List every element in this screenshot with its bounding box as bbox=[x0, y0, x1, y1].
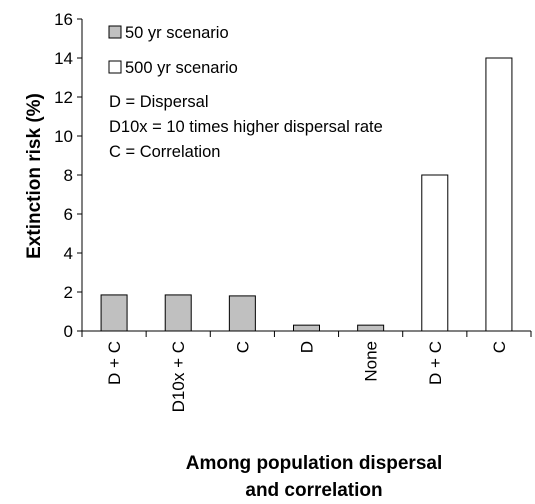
legend-swatch-500yr bbox=[108, 60, 122, 74]
y-tick-label: 12 bbox=[54, 88, 73, 107]
x-axis-title-line-1: Among population dispersal bbox=[186, 453, 443, 474]
y-tick-label: 0 bbox=[64, 322, 73, 341]
y-tick-label: 6 bbox=[64, 205, 73, 224]
category-label: D bbox=[298, 341, 317, 353]
bar-50yr bbox=[357, 324, 385, 332]
bar-500yr bbox=[485, 57, 513, 332]
bar-50yr bbox=[100, 294, 128, 332]
y-tick-label: 16 bbox=[54, 10, 73, 29]
category-labels: D + C D10x + C C D None D + C C bbox=[81, 331, 532, 412]
category-label: D + C bbox=[105, 341, 124, 385]
y-axis-ticks: 0 2 4 6 8 10 12 14 16 bbox=[54, 10, 82, 341]
note-correlation: C = Correlation bbox=[109, 143, 220, 161]
legend-label-500yr: 500 yr scenario bbox=[125, 59, 238, 77]
y-tick-label: 14 bbox=[54, 49, 73, 68]
bar-50yr bbox=[164, 294, 192, 332]
note-dispersal: D = Dispersal bbox=[109, 93, 209, 111]
legend: 50 yr scenario 500 yr scenario bbox=[108, 24, 238, 77]
y-tick-label: 2 bbox=[64, 283, 73, 302]
category-label: C bbox=[490, 341, 509, 353]
y-tick-label: 4 bbox=[64, 244, 73, 263]
legend-label-50yr: 50 yr scenario bbox=[125, 24, 229, 42]
bars bbox=[100, 57, 513, 332]
legend-swatch-50yr bbox=[108, 25, 122, 39]
bar-50yr bbox=[293, 324, 320, 332]
y-tick-label: 8 bbox=[64, 166, 73, 185]
note-d10x: D10x = 10 times higher dispersal rate bbox=[109, 118, 383, 136]
category-label: D + C bbox=[426, 341, 445, 385]
y-tick-label: 10 bbox=[54, 127, 73, 146]
notes: D = Dispersal D10x = 10 times higher dis… bbox=[109, 93, 383, 161]
category-label: D10x + C bbox=[169, 341, 188, 412]
y-axis-title: Extinction risk (%) bbox=[24, 93, 45, 259]
category-label: C bbox=[233, 341, 252, 353]
bar-500yr bbox=[421, 174, 449, 332]
category-label: None bbox=[362, 341, 381, 382]
bar-50yr bbox=[228, 295, 256, 332]
x-axis-title-line-2: and correlation bbox=[245, 480, 382, 501]
